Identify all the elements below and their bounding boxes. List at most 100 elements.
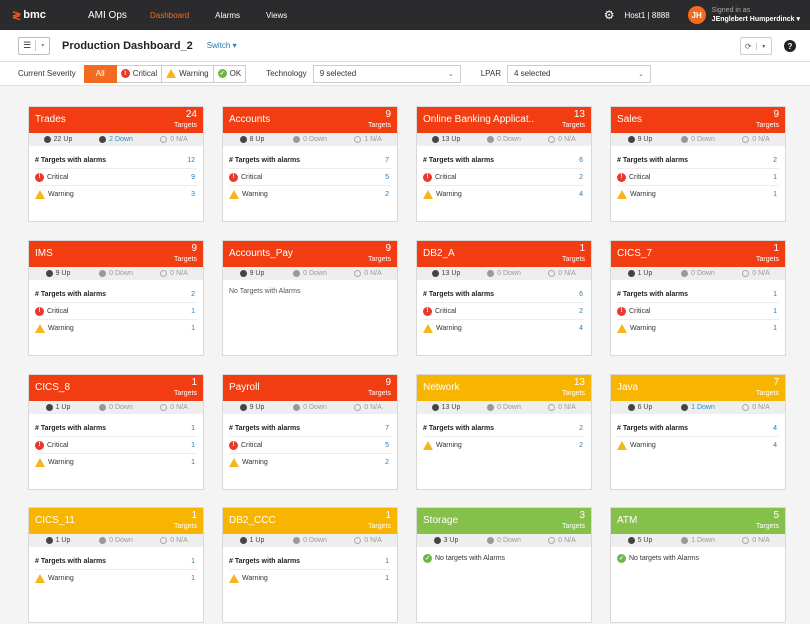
- target-group-card[interactable]: Network 13 Targets 13 Up 0 Down 0 N/A # Target…: [416, 374, 592, 490]
- targets-with-alarms-count[interactable]: 1: [773, 290, 777, 298]
- targets-with-alarms-count[interactable]: 1: [191, 424, 195, 432]
- na-count[interactable]: 0 N/A: [727, 270, 785, 277]
- card-header[interactable]: DB2_CCC 1 Targets: [223, 508, 397, 534]
- gear-icon[interactable]: ⚙: [603, 8, 615, 22]
- target-group-card[interactable]: Payroll 9 Targets 9 Up 0 Down 0 N/A # Targets …: [222, 374, 398, 490]
- warning-count[interactable]: 4: [579, 325, 583, 332]
- warning-count[interactable]: 1: [191, 459, 195, 466]
- critical-count[interactable]: 5: [385, 173, 389, 181]
- targets-with-alarms-count[interactable]: 12: [187, 156, 195, 164]
- critical-count[interactable]: 2: [579, 173, 583, 181]
- up-count[interactable]: 13 Up: [417, 404, 475, 411]
- target-group-card[interactable]: DB2_A 1 Targets 13 Up 0 Down 0 N/A # Targets w…: [416, 240, 592, 356]
- card-header[interactable]: CICS_8 1 Targets: [29, 375, 203, 401]
- down-count[interactable]: 0 Down: [87, 270, 145, 277]
- targets-with-alarms-row[interactable]: # Targets with alarms 2: [423, 420, 585, 437]
- na-count[interactable]: 0 N/A: [727, 537, 785, 544]
- lpar-select[interactable]: 4 selected ⌄: [507, 64, 651, 83]
- target-group-card[interactable]: CICS_11 1 Targets 1 Up 0 Down 0 N/A # Targets …: [28, 507, 204, 623]
- up-count[interactable]: 1 Up: [223, 537, 281, 544]
- down-count[interactable]: 0 Down: [87, 537, 145, 544]
- down-count[interactable]: 1 Down: [669, 537, 727, 544]
- targets-with-alarms-count[interactable]: 1: [191, 557, 195, 565]
- warning-count[interactable]: 2: [579, 442, 583, 449]
- warning-count[interactable]: 3: [191, 191, 195, 198]
- warning-row[interactable]: Warning 4: [423, 320, 585, 337]
- card-header[interactable]: CICS_7 1 Targets: [611, 241, 785, 267]
- up-count[interactable]: 9 Up: [223, 404, 281, 411]
- targets-with-alarms-row[interactable]: # Targets with alarms 12: [35, 152, 197, 169]
- warning-row[interactable]: Warning 1: [35, 570, 197, 587]
- warning-count[interactable]: 4: [773, 442, 777, 449]
- critical-row[interactable]: ! Critical 1: [35, 303, 197, 320]
- card-header[interactable]: Accounts 9 Targets: [223, 107, 397, 133]
- technology-select[interactable]: 9 selected ⌄: [312, 64, 461, 83]
- warning-count[interactable]: 2: [385, 459, 389, 466]
- target-group-card[interactable]: Accounts 9 Targets 8 Up 0 Down 1 N/A # Targets…: [222, 106, 398, 222]
- refresh-button[interactable]: ⟳ ▾: [740, 37, 772, 55]
- target-group-card[interactable]: CICS_8 1 Targets 1 Up 0 Down 0 N/A # Targets w…: [28, 374, 204, 490]
- up-count[interactable]: 22 Up: [29, 136, 87, 143]
- targets-with-alarms-row[interactable]: # Targets with alarms 7: [229, 420, 391, 437]
- critical-row[interactable]: ! Critical 2: [423, 303, 585, 320]
- up-count[interactable]: 13 Up: [417, 136, 475, 143]
- card-header[interactable]: Network 13 Targets: [417, 375, 591, 401]
- severity-critical-button[interactable]: ! Critical: [116, 64, 163, 83]
- warning-row[interactable]: Warning 3: [35, 186, 197, 203]
- down-count[interactable]: 0 Down: [281, 136, 339, 143]
- warning-row[interactable]: Warning 1: [35, 320, 197, 337]
- up-count[interactable]: 13 Up: [417, 270, 475, 277]
- card-header[interactable]: Storage 3 Targets: [417, 508, 591, 534]
- up-count[interactable]: 5 Up: [611, 537, 669, 544]
- critical-row[interactable]: ! Critical 1: [617, 169, 779, 186]
- card-header[interactable]: IMS 9 Targets: [29, 241, 203, 267]
- target-group-card[interactable]: Accounts_Pay 9 Targets 9 Up 0 Down 0 N/A No Ta…: [222, 240, 398, 356]
- critical-row[interactable]: ! Critical 1: [617, 303, 779, 320]
- down-count[interactable]: 0 Down: [87, 404, 145, 411]
- help-icon[interactable]: ?: [784, 40, 796, 52]
- targets-with-alarms-row[interactable]: # Targets with alarms 2: [617, 152, 779, 169]
- na-count[interactable]: 0 N/A: [145, 270, 203, 277]
- targets-with-alarms-row[interactable]: # Targets with alarms 6: [423, 152, 585, 169]
- warning-row[interactable]: Warning 1: [35, 454, 197, 471]
- na-count[interactable]: 0 N/A: [339, 404, 397, 411]
- critical-row[interactable]: ! Critical 9: [35, 169, 197, 186]
- up-count[interactable]: 1 Up: [611, 270, 669, 277]
- na-count[interactable]: 0 N/A: [145, 136, 203, 143]
- warning-count[interactable]: 4: [579, 191, 583, 198]
- targets-with-alarms-row[interactable]: # Targets with alarms 1: [35, 420, 197, 437]
- targets-with-alarms-row[interactable]: # Targets with alarms 2: [35, 286, 197, 303]
- down-count[interactable]: 0 Down: [475, 404, 533, 411]
- warning-row[interactable]: Warning 4: [617, 437, 779, 454]
- warning-row[interactable]: Warning 1: [617, 320, 779, 337]
- severity-all-button[interactable]: All: [83, 64, 117, 83]
- targets-with-alarms-row[interactable]: # Targets with alarms 4: [617, 420, 779, 437]
- nav-dashboard[interactable]: Dashboard: [150, 10, 190, 20]
- na-count[interactable]: 0 N/A: [339, 537, 397, 544]
- card-header[interactable]: Java 7 Targets: [611, 375, 785, 401]
- warning-row[interactable]: Warning 1: [617, 186, 779, 203]
- na-count[interactable]: 0 N/A: [533, 404, 591, 411]
- na-count[interactable]: 0 N/A: [727, 136, 785, 143]
- targets-with-alarms-row[interactable]: # Targets with alarms 7: [229, 152, 391, 169]
- targets-with-alarms-count[interactable]: 1: [385, 557, 389, 565]
- warning-count[interactable]: 1: [773, 325, 777, 332]
- na-count[interactable]: 0 N/A: [533, 270, 591, 277]
- down-count[interactable]: 0 Down: [281, 270, 339, 277]
- up-count[interactable]: 8 Up: [223, 136, 281, 143]
- card-header[interactable]: Accounts_Pay 9 Targets: [223, 241, 397, 267]
- critical-count[interactable]: 1: [191, 307, 195, 315]
- targets-with-alarms-row[interactable]: # Targets with alarms 1: [229, 553, 391, 570]
- critical-count[interactable]: 1: [773, 173, 777, 181]
- up-count[interactable]: 1 Up: [29, 404, 87, 411]
- target-group-card[interactable]: IMS 9 Targets 9 Up 0 Down 0 N/A # Targets with…: [28, 240, 204, 356]
- na-count[interactable]: 0 N/A: [145, 537, 203, 544]
- critical-count[interactable]: 5: [385, 441, 389, 449]
- warning-count[interactable]: 2: [385, 191, 389, 198]
- bmc-logo[interactable]: ≷ bmc: [12, 9, 82, 22]
- card-header[interactable]: CICS_11 1 Targets: [29, 508, 203, 534]
- card-header[interactable]: DB2_A 1 Targets: [417, 241, 591, 267]
- switch-dashboard-dropdown[interactable]: Switch ▾: [206, 41, 237, 50]
- down-count[interactable]: 0 Down: [475, 136, 533, 143]
- warning-row[interactable]: Warning 2: [229, 186, 391, 203]
